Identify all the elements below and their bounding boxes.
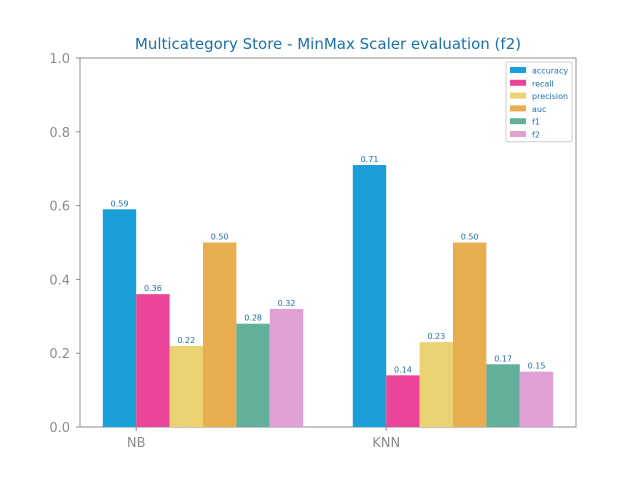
y-tick-label: 0.0 — [49, 421, 70, 436]
bar-recall-nb — [136, 294, 170, 427]
legend-swatch-f1 — [510, 118, 526, 125]
bar-f1-nb — [236, 323, 270, 427]
data-label: 0.23 — [427, 332, 445, 341]
y-tick-label: 0.6 — [49, 200, 70, 215]
legend-label-precision: precision — [532, 92, 568, 101]
legend-swatch-f2 — [510, 131, 526, 137]
legend-label-auc: auc — [532, 105, 546, 114]
plot-frame — [79, 57, 577, 428]
data-label: 0.50 — [211, 233, 229, 242]
bar-precision-knn — [419, 342, 453, 427]
data-label: 0.36 — [144, 284, 162, 293]
x-tick-label: KNN — [372, 436, 400, 451]
legend-label-f1: f1 — [532, 118, 540, 127]
legend-label-accuracy: accuracy — [532, 67, 568, 76]
bar-accuracy-nb — [102, 209, 137, 427]
bar-auc-nb — [203, 242, 237, 427]
data-label: 0.32 — [278, 299, 296, 308]
bar-precision-nb — [169, 345, 203, 427]
bar-auc-knn — [453, 242, 487, 427]
legend-label-recall: recall — [532, 79, 554, 88]
data-label: 0.71 — [361, 155, 379, 164]
bar-f2-nb — [269, 308, 304, 427]
legend: accuracy recall precision auc f1 f2 — [505, 61, 573, 143]
y-tick-label: 0.4 — [49, 273, 70, 288]
legend-label-f2: f2 — [532, 131, 540, 140]
legend-swatch-recall — [510, 79, 526, 86]
bar-f1-knn — [486, 364, 520, 427]
data-label: 0.28 — [244, 314, 262, 323]
data-label: 0.17 — [494, 354, 512, 363]
bar-accuracy-knn — [352, 165, 387, 427]
plot-area: 0.0 0.2 0.4 0.6 0.8 1.0 0.59 0.36 0.22 0.50 0.28 0.… — [49, 52, 577, 451]
chart-title: Multicategory Store - MinMax Scaler eval… — [135, 35, 521, 53]
data-label: 0.50 — [461, 233, 479, 242]
data-label: 0.15 — [528, 362, 546, 371]
legend-swatch-precision — [510, 92, 526, 99]
y-tick-label: 0.8 — [49, 126, 70, 141]
data-label: 0.22 — [177, 336, 195, 345]
legend-swatch-auc — [510, 105, 526, 112]
x-tick-label: NB — [127, 436, 146, 451]
bar-recall-knn — [386, 375, 420, 427]
legend-swatch-accuracy — [510, 67, 526, 73]
data-label: 0.14 — [394, 365, 412, 374]
y-tick-label: 0.2 — [49, 347, 70, 362]
y-tick-label: 1.0 — [49, 52, 70, 67]
data-label: 0.59 — [111, 199, 129, 208]
bar-f2-knn — [519, 371, 554, 427]
